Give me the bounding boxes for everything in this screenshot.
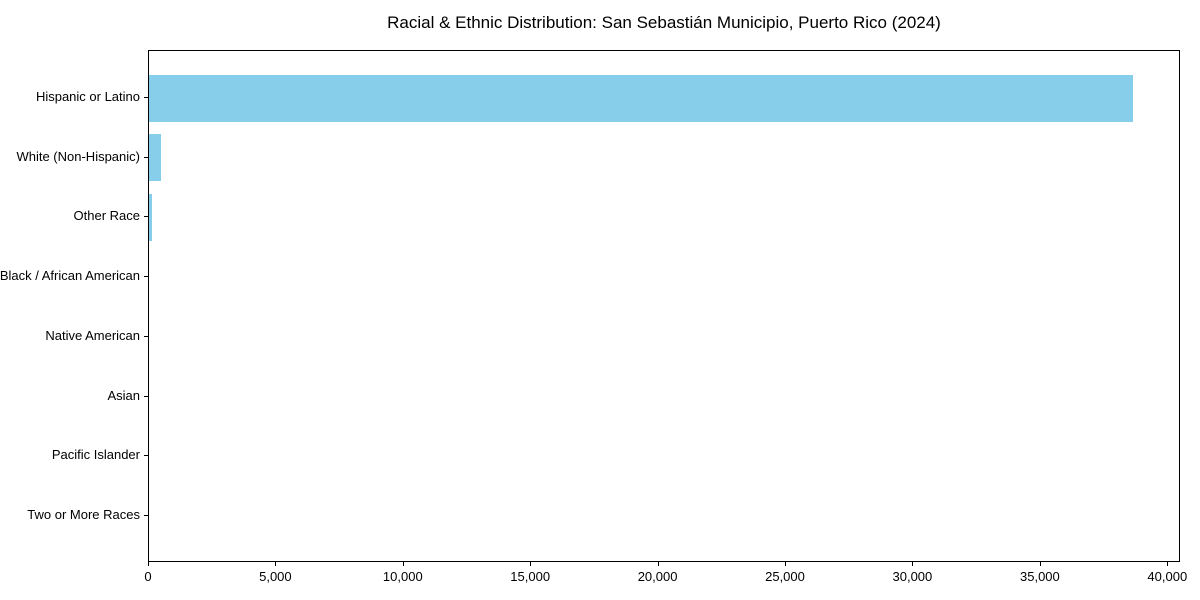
y-tick-mark [144,97,148,98]
x-tick-label-20000: 20,000 [637,569,678,584]
x-tick-label-25000: 25,000 [765,569,805,584]
y-tick-label-black-african-american: Black / African American [0,268,140,284]
bar-white-non-hispanic [149,134,161,182]
y-tick-label-native-american: Native American [45,327,140,343]
x-tick-mark [530,562,532,566]
y-tick-label-white-non-hispanic: White (Non-Hispanic) [16,148,140,164]
y-tick-label-hispanic-or-latino: Hispanic or Latino [35,89,140,104]
y-tick-mark [144,276,148,278]
x-tick-label-5000: 5,000 [259,569,292,584]
y-tick-mark [144,455,148,457]
y-tick-label-two-or-more-races: Two or More Races [27,506,140,522]
y-tick-mark [144,514,148,516]
x-tick-mark [657,562,659,566]
x-tick-label-40000: 40,000 [1147,569,1188,584]
x-tick-mark [1167,562,1169,566]
x-tick-label-10000: 10,000 [382,569,423,584]
x-tick-label-35000: 35,000 [1020,569,1060,584]
y-tick-mark [144,335,148,337]
x-tick-label-30000: 30,000 [892,569,933,584]
bar-other-race [149,193,153,241]
x-tick-mark [148,562,149,566]
x-tick-mark [1039,562,1041,566]
y-tick-label-asian: Asian [107,387,140,403]
y-tick-mark [144,216,148,218]
x-tick-label-15000: 15,000 [510,569,551,584]
plot-area [148,50,1180,562]
y-tick-mark [144,156,148,158]
x-tick-mark [912,562,914,566]
y-tick-label-pacific-islander: Pacific Islander [51,447,140,463]
x-tick-mark [785,562,786,566]
x-tick-label-0: 0 [144,569,152,584]
x-tick-mark [275,562,277,566]
y-tick-mark [144,395,148,397]
x-tick-mark [402,562,404,566]
chart-title: Racial & Ethnic Distribution: San Sebast… [387,13,941,32]
y-tick-label-other-race: Other Race [73,208,140,224]
bar-hispanic-or-latino [149,74,1133,122]
